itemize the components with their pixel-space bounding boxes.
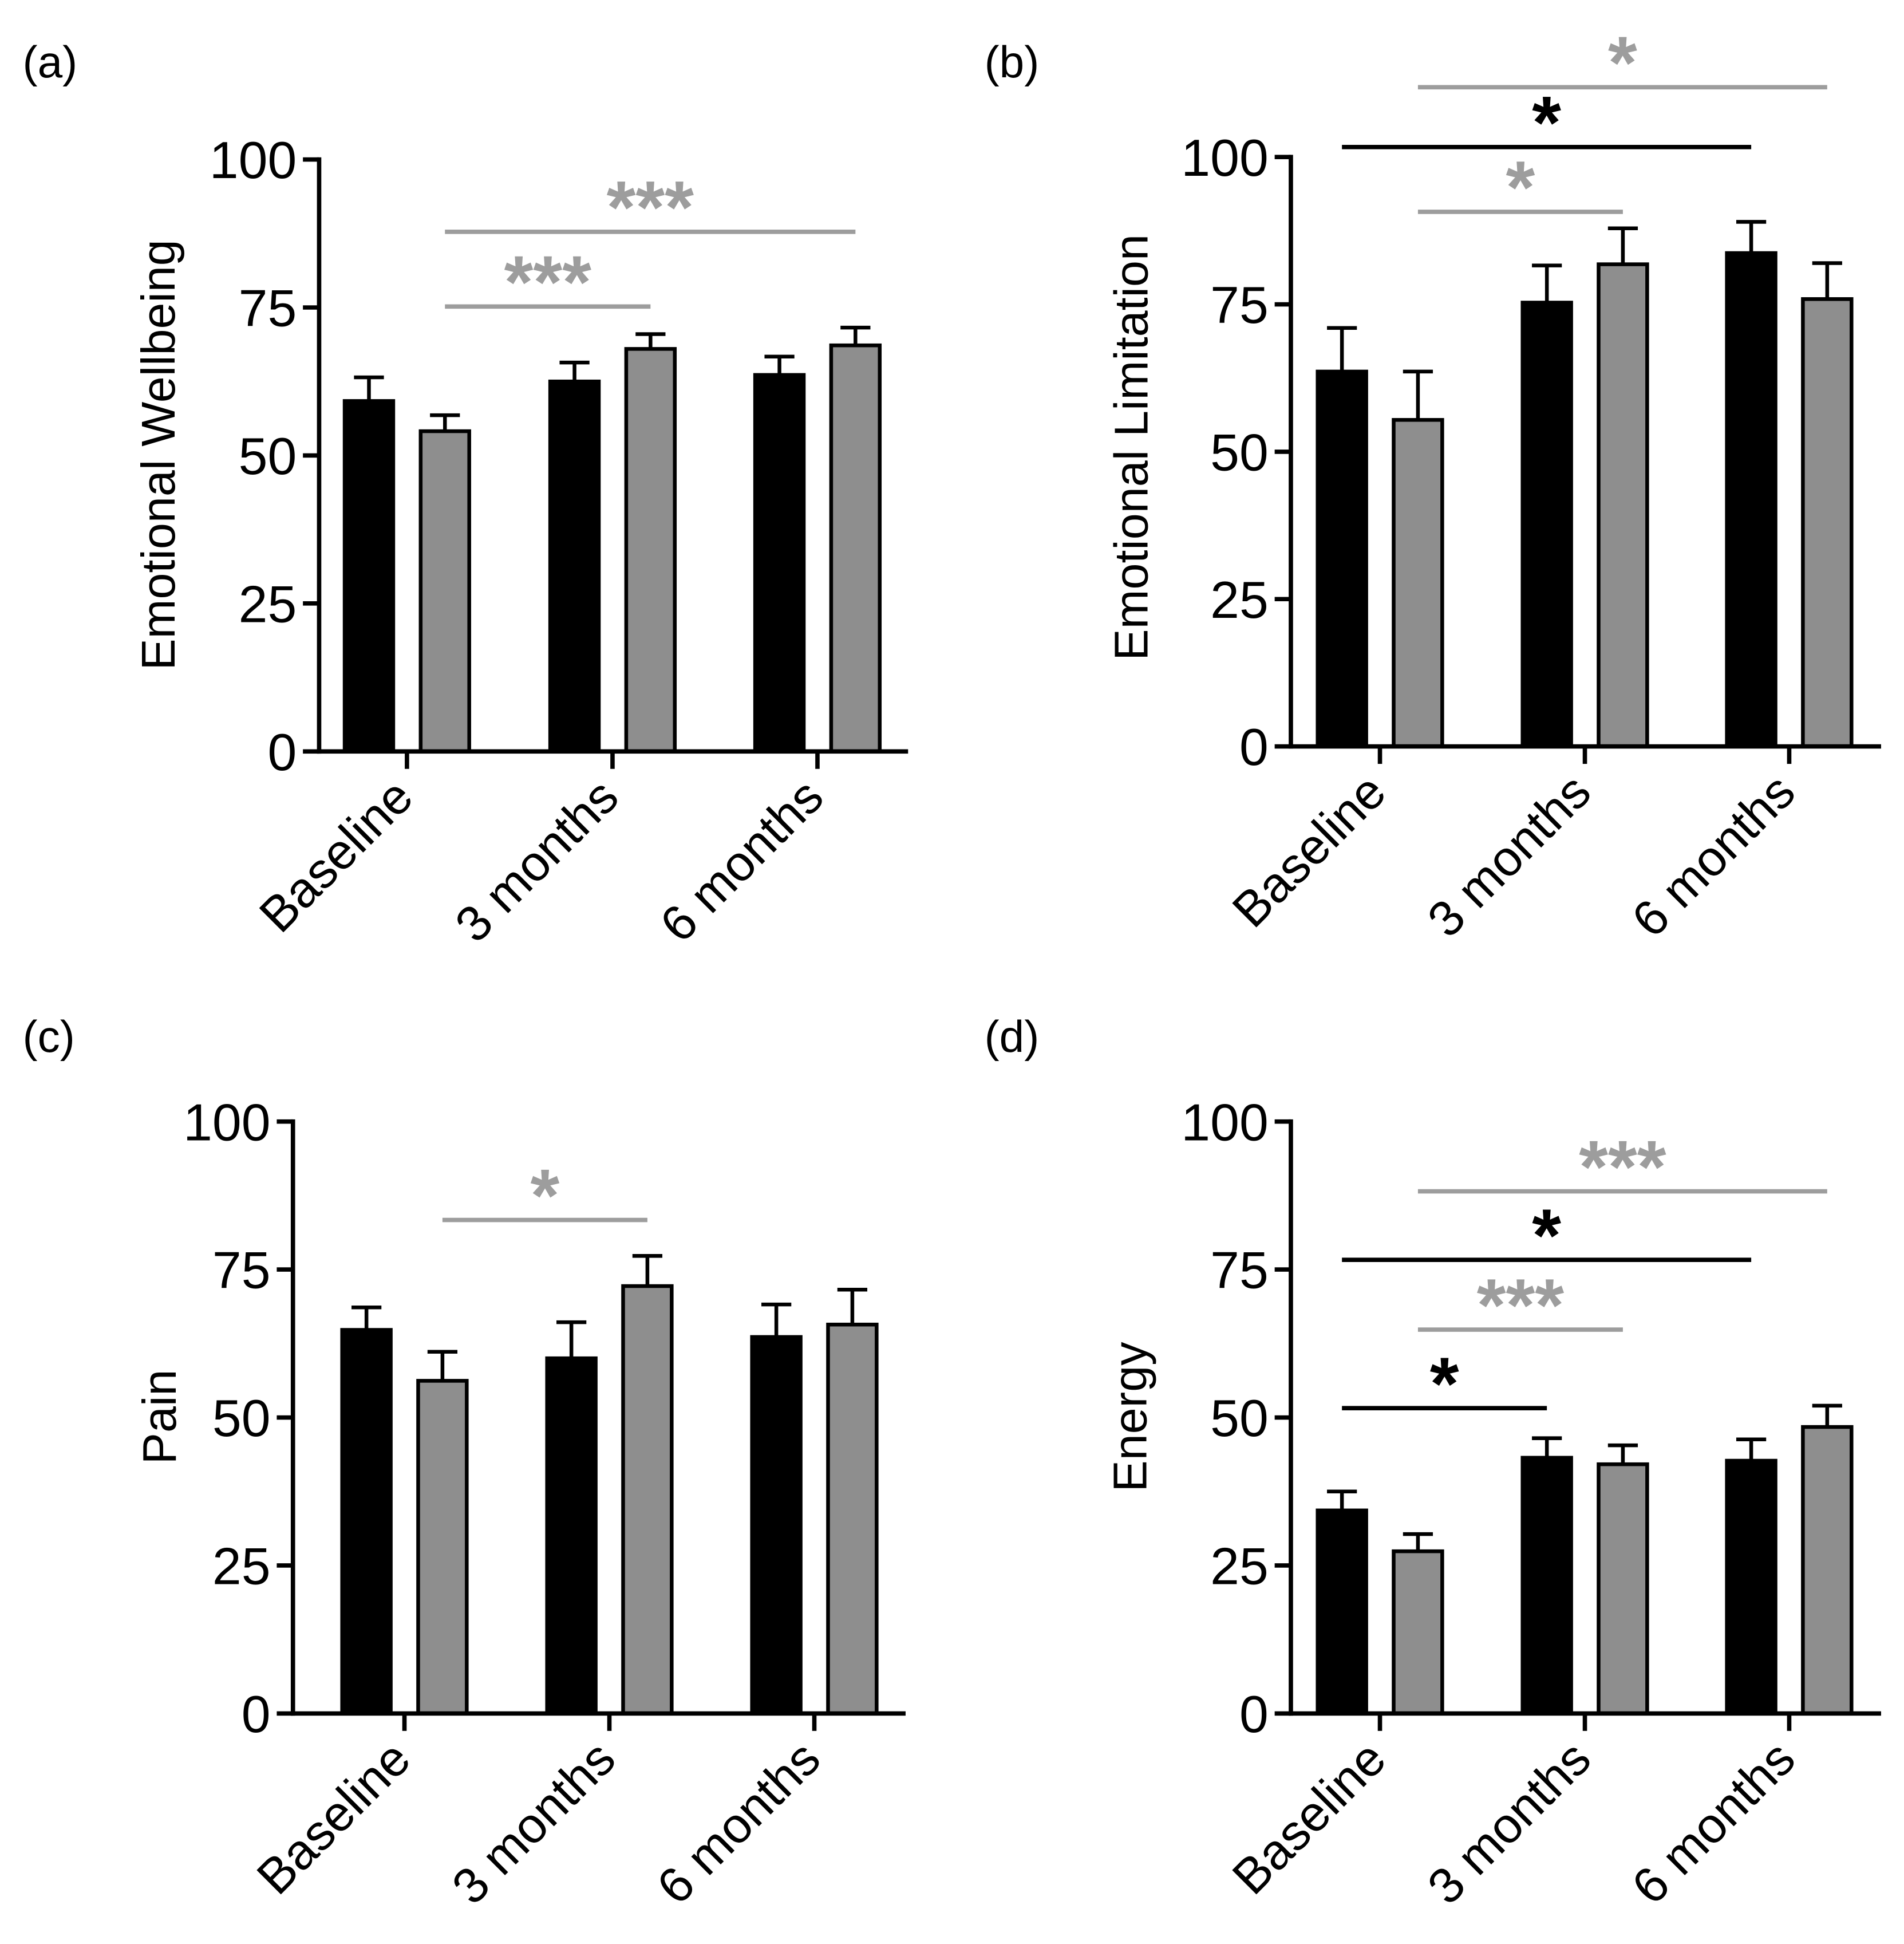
y-tick-label: 100	[1181, 129, 1268, 187]
bar-series-1-3-months	[548, 379, 601, 754]
bar-series-2-baseline	[1392, 1549, 1444, 1716]
x-tick-label-6-months: 6 months	[650, 768, 834, 953]
y-axis-title: Emotional Wellbeing	[132, 239, 185, 670]
y-tick-label: 0	[1239, 1685, 1269, 1744]
x-tick-label-6-months: 6 months	[1621, 1730, 1806, 1915]
significance-label: ***	[504, 240, 592, 324]
significance-label: *	[1532, 1193, 1561, 1277]
bar-series-1-baseline	[340, 1328, 393, 1716]
significance-label: *	[530, 1154, 559, 1237]
bar-series-1-3-months	[545, 1356, 598, 1716]
bar-series-1-3-months	[1520, 1456, 1573, 1716]
significance-label: *	[1532, 81, 1561, 164]
bar-series-2-baseline	[418, 429, 471, 754]
x-tick-label-3-months: 3 months	[1417, 763, 1601, 948]
y-tick-label: 100	[1181, 1093, 1268, 1152]
y-tick-label: 25	[1210, 1537, 1269, 1596]
significance-label: ***	[1477, 1263, 1565, 1347]
x-tick-label-3-months: 3 months	[1417, 1730, 1601, 1915]
y-tick-label: 75	[239, 279, 297, 338]
bar-series-2-baseline	[1392, 418, 1444, 748]
y-tick-label: 75	[1210, 276, 1269, 334]
bar-series-2-3-months	[621, 1284, 674, 1716]
bar-series-2-3-months	[1597, 1462, 1649, 1716]
bar-series-2-3-months	[1597, 262, 1649, 748]
bar-series-1-6-months	[1725, 251, 1777, 748]
y-axis-title: Pain	[133, 1370, 186, 1465]
bar-series-1-baseline	[342, 399, 396, 754]
x-tick-label-baseline: Baseline	[1222, 763, 1397, 938]
significance-label: *	[1506, 145, 1535, 229]
panel-c: (c) Pain 0 25 50 75 100 Baseline 3 months 6 month…	[22, 1011, 906, 1915]
y-tick-label: 100	[210, 131, 297, 190]
x-tick-label-3-months: 3 months	[441, 1730, 626, 1915]
bar-series-1-6-months	[1725, 1458, 1777, 1716]
y-tick-label: 0	[1239, 718, 1269, 776]
panel-label: (a)	[22, 37, 77, 87]
y-axis-title: Emotional Limitation	[1105, 234, 1158, 661]
significance-label: ***	[1579, 1125, 1666, 1209]
bar-series-1-6-months	[750, 1335, 803, 1716]
y-tick-label: 100	[183, 1093, 270, 1152]
panel-label: (b)	[985, 37, 1040, 87]
y-tick-label: 0	[242, 1685, 271, 1744]
bar-series-1-3-months	[1520, 301, 1573, 748]
bar-series-1-baseline	[1316, 1508, 1368, 1716]
x-tick-label-baseline: Baseline	[249, 768, 424, 943]
y-tick-label: 50	[212, 1389, 271, 1448]
bar-series-2-6-months	[829, 343, 882, 754]
panel-b: (b) Emotional Limitation 0 25 50 75 100 Baselin…	[985, 21, 1881, 948]
bar-series-2-3-months	[624, 347, 677, 754]
y-tick-label: 50	[239, 427, 297, 486]
y-tick-label: 50	[1210, 1389, 1269, 1448]
y-tick-label: 75	[1210, 1241, 1269, 1300]
y-tick-label: 50	[1210, 424, 1269, 482]
bar-series-2-6-months	[1801, 297, 1854, 748]
y-tick-label: 25	[239, 575, 297, 634]
panel-a: (a) Emotional Wellbeing 0 25 50 75 100 Baseline…	[22, 37, 908, 953]
panel-label: (d)	[985, 1011, 1040, 1062]
x-tick-label-6-months: 6 months	[1621, 763, 1806, 948]
y-tick-label: 25	[212, 1537, 271, 1596]
bar-series-1-6-months	[753, 373, 806, 754]
significance-label: ***	[607, 165, 694, 249]
bar-series-2-baseline	[416, 1379, 469, 1716]
bar-series-1-baseline	[1316, 369, 1368, 748]
panel-d: (d) Energy 0 25 50 75 100 Baseline 3 months 6 mon…	[985, 1011, 1881, 1915]
x-tick-label-baseline: Baseline	[246, 1730, 421, 1905]
y-axis-title: Energy	[1104, 1342, 1157, 1492]
y-tick-label: 75	[212, 1241, 271, 1300]
panel-label: (c)	[22, 1011, 74, 1062]
y-tick-label: 25	[1210, 571, 1269, 629]
significance-label: *	[1430, 1342, 1459, 1425]
bar-series-2-6-months	[1801, 1425, 1854, 1716]
x-tick-label-3-months: 3 months	[445, 768, 629, 953]
bar-series-2-6-months	[826, 1322, 879, 1716]
x-tick-label-baseline: Baseline	[1222, 1730, 1397, 1905]
x-tick-label-6-months: 6 months	[646, 1730, 831, 1915]
significance-label: *	[1608, 21, 1637, 105]
y-tick-label: 0	[267, 723, 297, 782]
